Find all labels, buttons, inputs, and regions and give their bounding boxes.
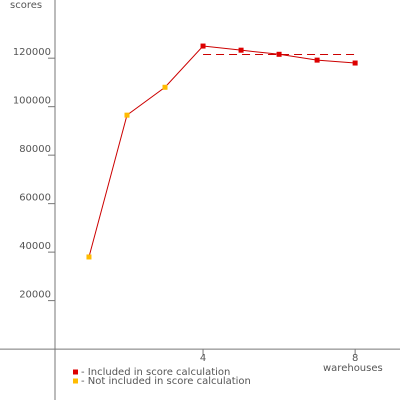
legend-swatch xyxy=(73,369,78,375)
data-point xyxy=(162,84,168,90)
series-line xyxy=(88,45,356,258)
data-point xyxy=(276,51,282,57)
y-tick-label: 100000 xyxy=(13,96,51,107)
x-tick-label: 8 xyxy=(352,353,358,364)
y-axis-label: scores xyxy=(10,0,42,11)
x-axis-label: warehouses xyxy=(323,363,383,374)
y-tick-label: 80000 xyxy=(19,144,51,155)
y-tick-label: 20000 xyxy=(19,290,51,301)
y-tick-label: 60000 xyxy=(19,193,51,204)
x-tick-label: 4 xyxy=(200,353,206,364)
y-tick-label: 120000 xyxy=(13,47,51,58)
y-tick-label: 40000 xyxy=(19,241,51,252)
legend-label: - Not included in score calculation xyxy=(81,376,251,387)
data-point xyxy=(352,60,358,66)
data-point xyxy=(86,254,92,260)
data-point xyxy=(200,43,206,49)
legend-label: - Included in score calculation xyxy=(81,367,230,378)
legend-swatch xyxy=(73,378,78,384)
data-point xyxy=(238,47,244,53)
data-point xyxy=(124,112,130,118)
data-point xyxy=(314,57,320,63)
